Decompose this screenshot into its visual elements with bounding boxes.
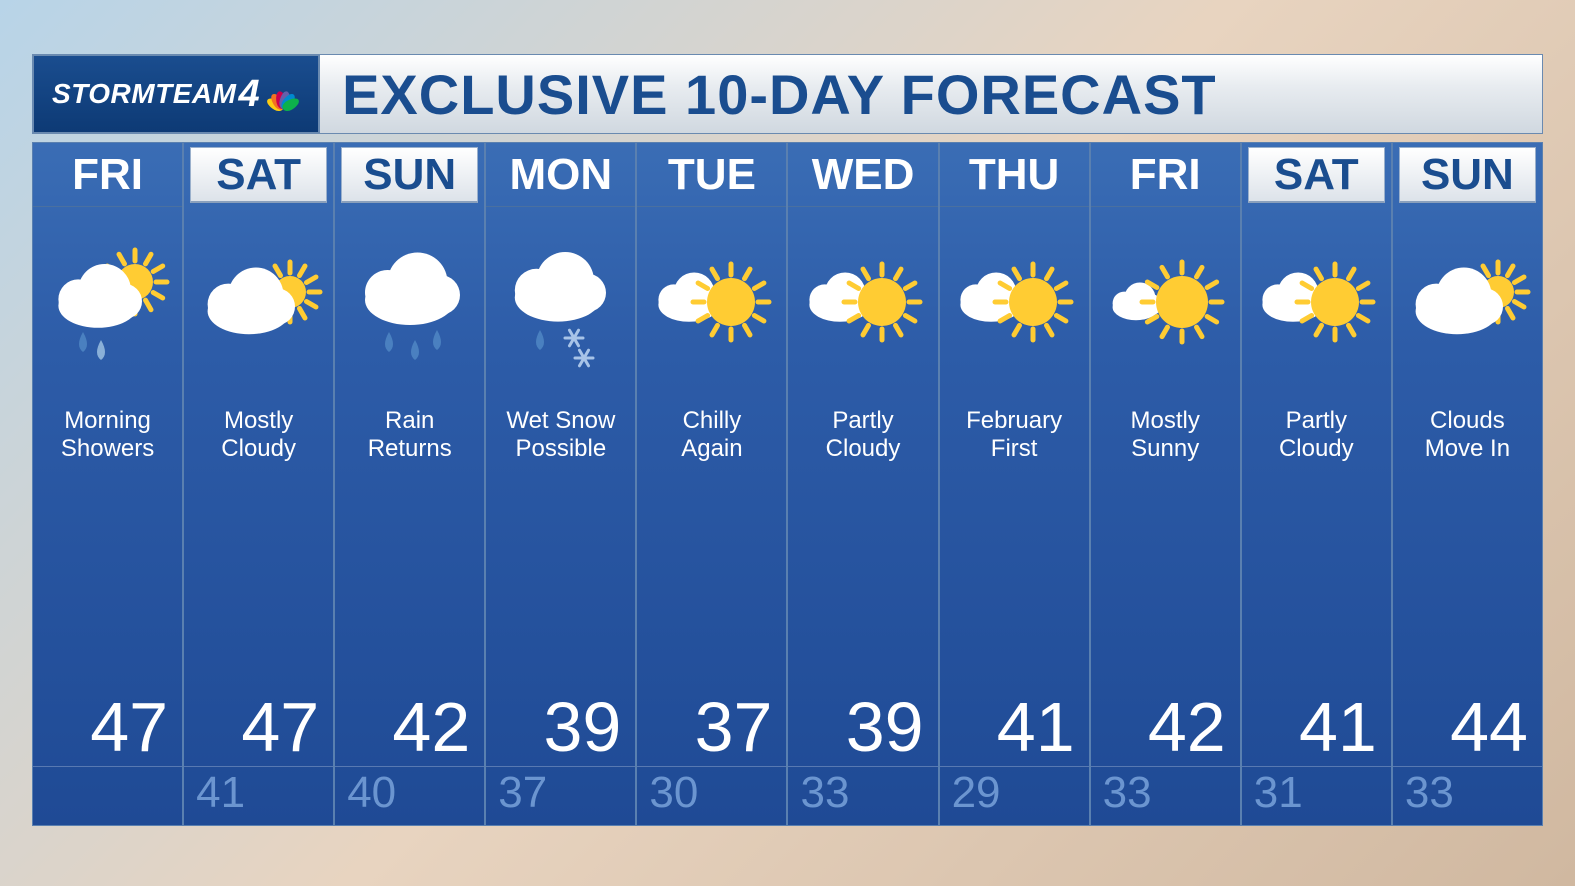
- low-temp: 41: [184, 769, 333, 821]
- condition-line-1: Morning: [39, 407, 176, 435]
- low-temp: 37: [486, 769, 635, 821]
- weather-icon: [637, 207, 786, 407]
- temperatures: 4233: [1091, 692, 1240, 825]
- condition-line-1: Wet Snow: [492, 407, 629, 435]
- temperatures: 4131: [1242, 692, 1391, 825]
- high-temp: 47: [33, 692, 182, 767]
- condition-line-2: Showers: [39, 435, 176, 463]
- day-label: TUE: [637, 143, 786, 207]
- logo-word-storm: STORM: [52, 78, 155, 110]
- weather-icon: [33, 207, 182, 407]
- condition-line-2: First: [946, 435, 1083, 463]
- weather-icon: [335, 207, 484, 407]
- day-label: FRI: [1091, 143, 1240, 207]
- temperatures: 3937: [486, 692, 635, 825]
- condition-line-2: Sunny: [1097, 435, 1234, 463]
- condition-line-1: Clouds: [1399, 407, 1536, 435]
- logo-number: 4: [238, 73, 260, 116]
- day-column: WED PartlyCloudy 3933: [787, 142, 938, 826]
- high-temp: 39: [788, 692, 937, 767]
- day-column: MON Wet SnowPossible 3937: [485, 142, 636, 826]
- condition-text: CloudsMove In: [1393, 407, 1542, 475]
- weather-icon: [788, 207, 937, 407]
- high-temp: 39: [486, 692, 635, 767]
- temperatures: 4129: [940, 692, 1089, 825]
- day-column: FRI MorningShowers 47: [32, 142, 183, 826]
- logo-word-team: TEAM: [155, 78, 236, 110]
- temperatures: 4433: [1393, 692, 1542, 825]
- header-bar: STORMTEAM4 EXCLUSIVE 10-DAY FORECAST: [32, 54, 1543, 134]
- nbc-peacock-icon: [266, 77, 300, 111]
- day-column: TUE ChillyAgain 3730: [636, 142, 787, 826]
- condition-line-2: Again: [643, 435, 780, 463]
- day-label: SAT: [1248, 147, 1385, 203]
- weather-icon: [1091, 207, 1240, 407]
- day-column: FRI MostlySunny 4233: [1090, 142, 1241, 826]
- weather-icon: [940, 207, 1089, 407]
- condition-text: Wet SnowPossible: [486, 407, 635, 475]
- high-temp: 41: [940, 692, 1089, 767]
- day-column: SUN RainReturns 4240: [334, 142, 485, 826]
- condition-line-2: Move In: [1399, 435, 1536, 463]
- weather-icon: [1393, 207, 1542, 407]
- high-temp: 47: [184, 692, 333, 767]
- day-label: MON: [486, 143, 635, 207]
- condition-line-2: Possible: [492, 435, 629, 463]
- temperatures: 4240: [335, 692, 484, 825]
- condition-text: PartlyCloudy: [788, 407, 937, 475]
- day-label: FRI: [33, 143, 182, 207]
- high-temp: 42: [1091, 692, 1240, 767]
- temperatures: 3730: [637, 692, 786, 825]
- temperatures: 3933: [788, 692, 937, 825]
- condition-line-2: Cloudy: [794, 435, 931, 463]
- condition-line-2: Cloudy: [190, 435, 327, 463]
- condition-line-1: Partly: [1248, 407, 1385, 435]
- condition-text: ChillyAgain: [637, 407, 786, 475]
- low-temp: 33: [788, 769, 937, 821]
- day-column: THU FebruaryFirst 4129: [939, 142, 1090, 826]
- low-temp: [33, 769, 182, 821]
- low-temp: 29: [940, 769, 1089, 821]
- day-column: SAT MostlyCloudy 4741: [183, 142, 334, 826]
- condition-text: MostlySunny: [1091, 407, 1240, 475]
- low-temp: 33: [1393, 769, 1542, 821]
- condition-text: FebruaryFirst: [940, 407, 1089, 475]
- condition-line-2: Returns: [341, 435, 478, 463]
- condition-text: MorningShowers: [33, 407, 182, 475]
- low-temp: 33: [1091, 769, 1240, 821]
- condition-line-1: Mostly: [190, 407, 327, 435]
- low-temp: 30: [637, 769, 786, 821]
- low-temp: 40: [335, 769, 484, 821]
- day-label: SUN: [341, 147, 478, 203]
- weather-icon: [486, 207, 635, 407]
- day-label: SUN: [1399, 147, 1536, 203]
- high-temp: 44: [1393, 692, 1542, 767]
- condition-line-1: Chilly: [643, 407, 780, 435]
- day-column: SAT PartlyCloudy 4131: [1241, 142, 1392, 826]
- condition-line-1: Partly: [794, 407, 931, 435]
- high-temp: 42: [335, 692, 484, 767]
- day-label: SAT: [190, 147, 327, 203]
- condition-line-2: Cloudy: [1248, 435, 1385, 463]
- weather-icon: [1242, 207, 1391, 407]
- day-column: SUN CloudsMove In 4433: [1392, 142, 1543, 826]
- condition-text: MostlyCloudy: [184, 407, 333, 475]
- day-label: WED: [788, 143, 937, 207]
- condition-line-1: February: [946, 407, 1083, 435]
- weather-icon: [184, 207, 333, 407]
- station-logo: STORMTEAM4: [32, 54, 320, 134]
- condition-line-1: Mostly: [1097, 407, 1234, 435]
- temperatures: 47: [33, 692, 182, 825]
- temperatures: 4741: [184, 692, 333, 825]
- condition-text: RainReturns: [335, 407, 484, 475]
- forecast-grid: FRI MorningShowers47SAT MostlyCloudy4741…: [32, 142, 1543, 826]
- condition-text: PartlyCloudy: [1242, 407, 1391, 475]
- low-temp: 31: [1242, 769, 1391, 821]
- high-temp: 41: [1242, 692, 1391, 767]
- forecast-title: EXCLUSIVE 10-DAY FORECAST: [320, 54, 1543, 134]
- condition-line-1: Rain: [341, 407, 478, 435]
- day-label: THU: [940, 143, 1089, 207]
- high-temp: 37: [637, 692, 786, 767]
